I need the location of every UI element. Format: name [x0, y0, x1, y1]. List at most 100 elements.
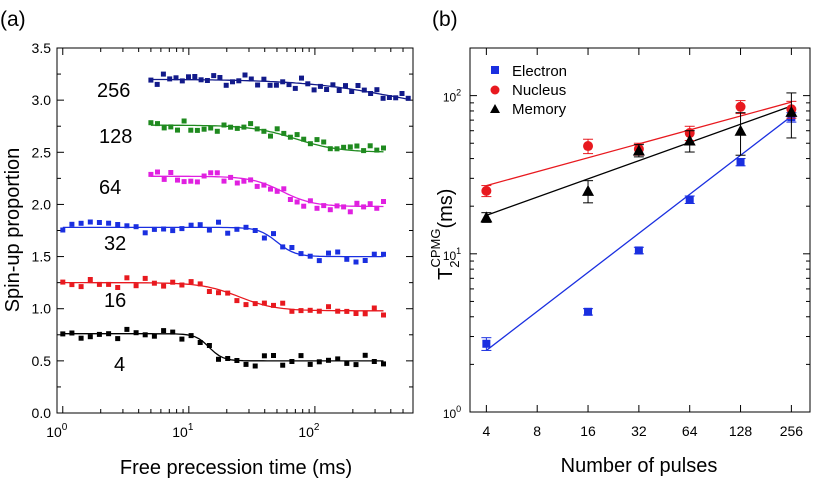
a-point-128	[181, 118, 187, 124]
a-point-256	[223, 82, 229, 88]
a-point-64	[341, 204, 347, 210]
a-point-128	[168, 124, 174, 130]
a-point-4	[307, 361, 313, 367]
a-point-256	[361, 87, 367, 93]
a-point-128	[221, 122, 227, 128]
a-point-32	[142, 230, 148, 236]
a-point-64	[194, 179, 200, 185]
a-point-4	[151, 333, 157, 339]
panel-b-ticks: 4 8 16 32 64 128 256 100 101 102	[443, 47, 810, 439]
a-point-256	[230, 79, 235, 85]
a-point-128	[361, 148, 367, 154]
a-point-64	[354, 200, 360, 206]
a-point-32	[197, 222, 203, 228]
a-point-32	[106, 220, 112, 226]
a-point-4	[170, 329, 176, 335]
a-point-32	[280, 244, 286, 250]
a-point-256	[311, 87, 317, 93]
a-point-256	[317, 83, 323, 89]
a-point-16	[197, 281, 203, 287]
ylabel-T: T	[435, 268, 457, 280]
a-ytick-label: 2.5	[32, 144, 52, 160]
a-point-64	[268, 186, 273, 192]
legend-marker-nucleus	[490, 85, 500, 95]
a-point-32	[243, 224, 249, 230]
a-point-32	[69, 221, 75, 227]
a-point-128	[188, 127, 194, 133]
a-point-128	[334, 146, 340, 152]
legend-memory: Memory	[512, 101, 567, 118]
a-point-32	[133, 224, 139, 230]
a-point-128	[261, 128, 267, 134]
panel-a-xlabel: Free precession time (ms)	[120, 457, 352, 479]
a-label-64: 64	[99, 177, 121, 199]
a-point-32	[362, 258, 368, 263]
panel-a-fit-curves	[62, 78, 409, 362]
a-point-16	[216, 290, 221, 296]
a-point-16	[316, 308, 322, 314]
a-label-4: 4	[114, 354, 125, 376]
a-point-4	[326, 357, 331, 363]
a-point-64	[301, 203, 307, 209]
a-point-4	[115, 336, 121, 342]
a-fit-256	[150, 78, 409, 100]
a-point-128	[294, 132, 300, 138]
a-point-256	[368, 91, 374, 96]
a-point-32	[316, 258, 322, 264]
a-point-256	[217, 75, 223, 80]
a-point-256	[393, 95, 399, 101]
a-point-4	[280, 362, 286, 368]
a-ytick-label: 0.5	[32, 353, 52, 369]
a-point-256	[242, 72, 248, 78]
b-point-memory	[632, 144, 645, 156]
a-point-16	[381, 312, 386, 318]
a-point-256	[374, 87, 380, 93]
a-point-128	[307, 141, 313, 147]
a-point-256	[192, 74, 198, 79]
a-point-16	[280, 300, 286, 306]
a-point-128	[347, 144, 353, 150]
legend-nucleus: Nucleus	[512, 82, 566, 99]
legend-marker-memory	[490, 104, 500, 113]
a-point-64	[374, 205, 380, 211]
a-point-4	[243, 361, 249, 367]
a-point-64	[381, 199, 386, 204]
a-point-64	[254, 183, 260, 189]
a-point-4	[124, 326, 130, 332]
panel-a-ticks: 0.0 0.5 1.0 1.5 2.0 2.5 3.0 3.5 100 101 102	[32, 40, 414, 440]
a-point-256	[305, 81, 311, 87]
b-fit-memory	[486, 105, 792, 216]
a-point-16	[170, 279, 176, 285]
a-point-4	[362, 352, 368, 358]
a-point-32	[151, 226, 157, 232]
a-point-64	[347, 209, 353, 215]
a-point-64	[208, 170, 214, 176]
a-point-64	[181, 179, 187, 185]
a-point-128	[287, 134, 293, 140]
a-point-256	[286, 82, 292, 88]
a-fit-32	[62, 226, 384, 258]
b-xtick-label: 128	[729, 423, 753, 439]
a-ytick-label: 1.0	[32, 301, 52, 317]
a-point-32	[353, 259, 359, 265]
a-point-128	[155, 121, 160, 127]
a-point-4	[261, 353, 267, 359]
a-point-256	[167, 76, 173, 82]
panel-a-ylabel: Spin-up proportion	[2, 148, 24, 313]
a-point-256	[330, 82, 336, 88]
legend-marker-electron	[491, 66, 499, 74]
a-point-128	[254, 126, 260, 132]
a-point-64	[367, 201, 373, 207]
a-point-64	[287, 197, 293, 202]
a-point-64	[201, 173, 207, 179]
a-point-16	[261, 300, 267, 306]
b-point-memory	[785, 105, 798, 117]
b-ytick-label: 100	[443, 404, 461, 421]
b-xtick-label: 256	[780, 423, 804, 439]
a-point-64	[228, 174, 234, 180]
a-point-64	[307, 198, 313, 204]
b-point-electron	[482, 339, 491, 348]
a-point-128	[301, 136, 307, 142]
panel-b-fit-lines	[485, 101, 792, 351]
a-point-32	[252, 228, 258, 233]
